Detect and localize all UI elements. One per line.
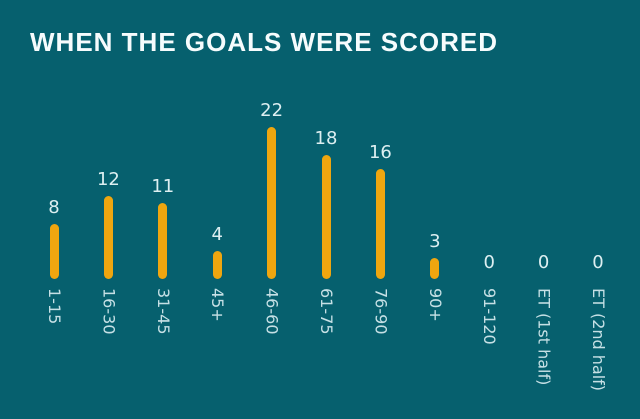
- bar-value-label: 4: [211, 224, 223, 246]
- bar: [267, 127, 277, 279]
- x-tick-label: 61-75: [317, 288, 336, 335]
- bar: [212, 251, 222, 279]
- bar: [103, 196, 113, 279]
- bar-value-label: 8: [48, 196, 60, 218]
- bar-value-label: 18: [314, 127, 338, 149]
- x-tick-label: 31-45: [153, 288, 173, 335]
- x-tick-label: 16-30: [99, 288, 119, 335]
- bar-value-label: 11: [151, 176, 175, 198]
- x-tick-label: 1-15: [45, 288, 64, 325]
- bar: [49, 223, 59, 279]
- x-tick-label: 45+: [208, 288, 228, 322]
- x-tick-label: 46-60: [262, 288, 282, 335]
- bar-value-label: 22: [260, 100, 284, 122]
- bar: [321, 154, 331, 279]
- x-tick-label: 76-90: [371, 288, 391, 335]
- bar-value-label: 16: [368, 141, 392, 163]
- x-tick-label: 91-120: [480, 288, 500, 345]
- bar-value-label: 0: [483, 252, 495, 273]
- x-tick-label: 90+: [425, 288, 445, 322]
- bar: [158, 203, 168, 279]
- x-tick-label: ET (1st half): [534, 288, 554, 386]
- x-tick-label: ET (2nd half): [589, 288, 608, 392]
- bar: [375, 168, 385, 279]
- bar-value-label: 0: [592, 252, 604, 273]
- bar: [430, 258, 440, 279]
- chart-title: WHEN THE GOALS WERE SCORED: [30, 27, 499, 57]
- bar-value-label: 0: [537, 252, 550, 273]
- bar-value-label: 3: [429, 231, 441, 253]
- bar-value-label: 12: [96, 169, 120, 191]
